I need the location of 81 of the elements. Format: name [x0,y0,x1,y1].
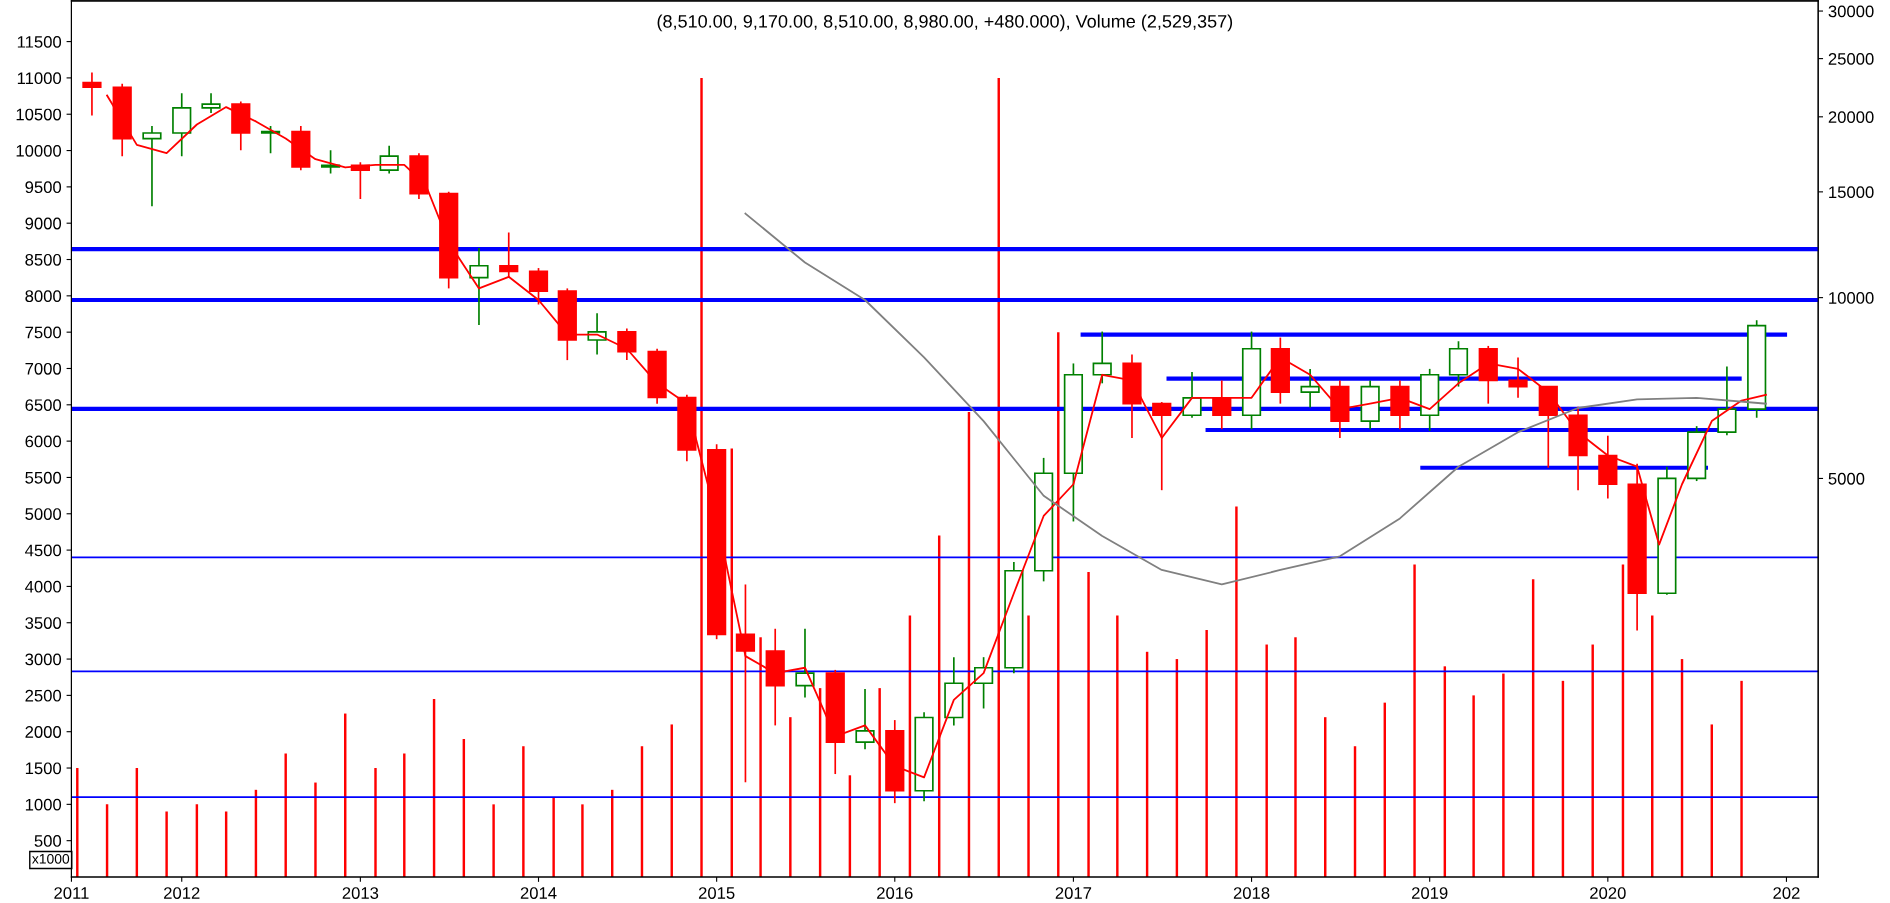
candlestick [1182,371,1202,419]
bar [1235,506,1238,877]
text: (8,510.00, 9,170.00, 8,510.00, 8,980.00, +480.000), Volume (2,529,357) [657,14,1233,32]
line-series [744,212,1767,586]
bar [492,804,495,877]
candlestick [1508,356,1528,399]
candlestick [1300,368,1320,409]
y-tick-label: 11500 [17,35,62,48]
y-tick-label: 4500 [25,544,62,557]
bar [374,768,377,877]
y-tick-label: 6500 [25,399,62,412]
y-tick-label: 7500 [25,326,62,339]
x-tick-label: 202 [1773,887,1800,899]
candlestick [1152,401,1172,492]
y-tick-label: 6000 [25,435,62,448]
bar [1087,571,1090,877]
y2-tick-label: 15000 [1829,186,1874,199]
bar [165,811,168,877]
candlestick [855,688,875,751]
candlestick [201,92,221,114]
x-tick-label: 2015 [698,887,735,899]
bar [581,804,584,877]
x-tick-label: 2011 [54,887,89,899]
bar [1740,680,1743,877]
x-tick-label: 2018 [1233,887,1270,899]
y2-tick-label: 10000 [1829,292,1874,304]
y-tick-label: 3500 [25,617,62,629]
bar [1265,644,1268,877]
candlestick [617,327,637,361]
y-tick-label: 2500 [25,689,62,702]
y-tick-label: 11000 [17,72,62,85]
y-tick-label: 1000 [25,798,62,811]
candlestick [469,247,489,326]
candlestick [1717,365,1737,437]
candlestick [1092,330,1112,385]
y-tick-label: 8500 [25,253,62,266]
y-tick-label: 10000 [16,144,62,157]
x-tick-label: 2017 [1055,887,1092,899]
x-tick-label: 2012 [164,887,200,899]
y-tick-label: 9500 [25,181,62,194]
y-tick-label: 7000 [25,362,62,375]
y-tick-label: 8000 [25,290,62,303]
bar [1205,630,1208,877]
x-tick-label: 2014 [520,887,557,899]
bar [1027,615,1030,877]
bar [1502,673,1505,877]
bar [1116,615,1119,877]
candlestick [82,71,102,117]
candlestick [795,627,815,699]
y-tick-label: 4000 [25,580,62,593]
bar [1294,637,1297,877]
bar [1472,695,1475,877]
y-tick-label: 3000 [25,653,62,666]
y-tick-label: 10500 [16,108,62,121]
candlestick [142,125,162,207]
bar [522,746,525,877]
y-tick-label: 2000 [25,726,62,738]
bar [314,782,317,877]
y-tick-label: 500 [34,835,62,847]
bar [76,768,79,877]
bar [552,797,555,877]
text: x1000 [32,853,70,864]
y-tick-label: 5000 [25,508,62,520]
y2-tick-label: 25000 [1828,53,1874,65]
y2-tick-label: 30000 [1828,5,1874,18]
bar [284,753,287,877]
x-tick-label: 2020 [1590,887,1626,899]
y-tick-label: 9000 [25,217,62,230]
x-tick-label: 2019 [1411,887,1448,899]
candlestick [528,267,549,306]
bar [403,753,406,877]
y-tick-label: 1500 [25,762,62,775]
bar [1591,644,1594,877]
x-tick-label: 2016 [877,887,913,899]
bar [1413,564,1416,877]
candlestick [499,231,519,279]
y2-tick-label: 5000 [1828,472,1865,485]
y2-tick-label: 20000 [1828,111,1874,124]
bar [789,717,792,877]
y-tick-label: 5500 [25,471,62,484]
x-tick-label: 2013 [342,887,379,899]
